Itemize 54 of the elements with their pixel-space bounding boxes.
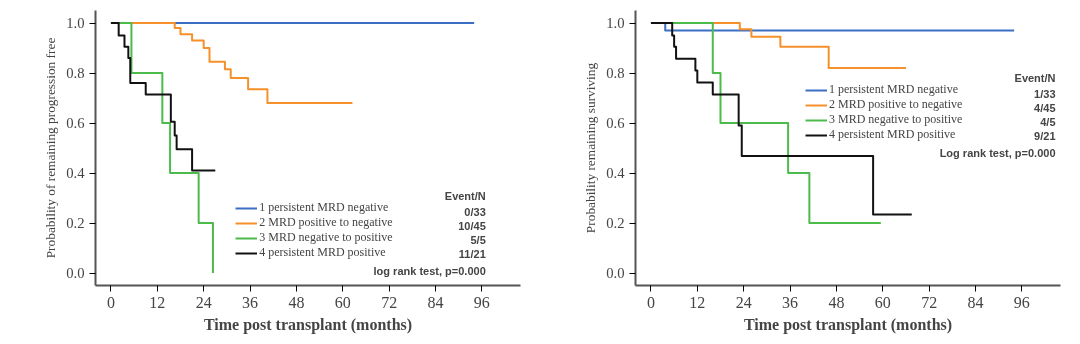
legend-label: 3 MRD negative to positive <box>259 230 393 246</box>
y-axis-title: Probability of remaining progression free <box>43 37 59 259</box>
x-tick-label: 48 <box>828 293 845 311</box>
x-tick-label: 36 <box>782 293 799 311</box>
y-tick-label: 0.0 <box>606 265 625 281</box>
x-tick-label: 60 <box>334 293 351 311</box>
x-tick-label: 24 <box>195 293 212 311</box>
legend-label: 1 persistent MRD negative <box>259 200 389 216</box>
annotation: 11/21 <box>458 247 486 260</box>
x-tick-label: 12 <box>149 293 166 311</box>
y-tick-label: 0.8 <box>606 65 625 81</box>
y-tick-label: 0.8 <box>66 65 85 81</box>
y-tick-label: 0.2 <box>66 215 85 231</box>
annotation: Event/N <box>444 189 486 202</box>
annotation: 1/33 <box>1034 87 1056 100</box>
x-tick-label: 72 <box>921 293 938 311</box>
annotation: 5/5 <box>470 233 486 246</box>
x-tick-label: 96 <box>473 293 490 311</box>
y-tick-label: 0.2 <box>606 215 625 231</box>
x-axis-title: Time post transplant (months) <box>743 315 953 334</box>
annotation: Log rank test, p=0.000 <box>939 146 1056 159</box>
x-tick-label: 84 <box>427 293 444 311</box>
y-axis-title: Probability remaining surviving <box>583 62 599 234</box>
y-tick-label: 0.4 <box>66 165 86 181</box>
annotation: 0/33 <box>464 205 486 218</box>
x-tick-label: 96 <box>1013 293 1030 311</box>
x-tick-label: 72 <box>381 293 398 311</box>
legend-label: 4 persistent MRD positive <box>259 245 386 261</box>
x-tick-label: 84 <box>967 293 984 311</box>
y-tick-label: 0.4 <box>606 165 626 181</box>
y-tick-label: 0.0 <box>66 265 85 281</box>
legend-label: 1 persistent MRD negative <box>829 82 958 97</box>
y-tick-label: 1.0 <box>66 15 85 31</box>
annotation: 10/45 <box>458 219 486 232</box>
annotation: 9/21 <box>1034 129 1056 142</box>
x-tick-label: 60 <box>874 293 891 311</box>
legend-label: 3 MRD negative to positive <box>829 112 963 127</box>
y-tick-label: 0.6 <box>606 115 625 131</box>
legend-label: 2 MRD positive to negative <box>259 215 393 231</box>
x-tick-label: 12 <box>689 293 706 311</box>
annotation: 4/45 <box>1034 101 1056 114</box>
x-tick-label: 0 <box>106 293 115 311</box>
y-tick-label: 1.0 <box>606 15 625 31</box>
annotation: log rank test, p=0.000 <box>373 264 486 277</box>
legend-label: 4 persistent MRD positive <box>829 127 956 142</box>
annotation: 4/5 <box>1040 115 1056 128</box>
x-tick-label: 36 <box>242 293 259 311</box>
x-tick-label: 0 <box>646 293 655 311</box>
x-axis-title: Time post transplant (months) <box>203 315 413 334</box>
annotation: Event/N <box>1014 71 1056 84</box>
x-tick-label: 48 <box>288 293 305 311</box>
x-tick-label: 24 <box>735 293 752 311</box>
y-tick-label: 0.6 <box>66 115 85 131</box>
legend-label: 2 MRD positive to negative <box>829 97 963 112</box>
